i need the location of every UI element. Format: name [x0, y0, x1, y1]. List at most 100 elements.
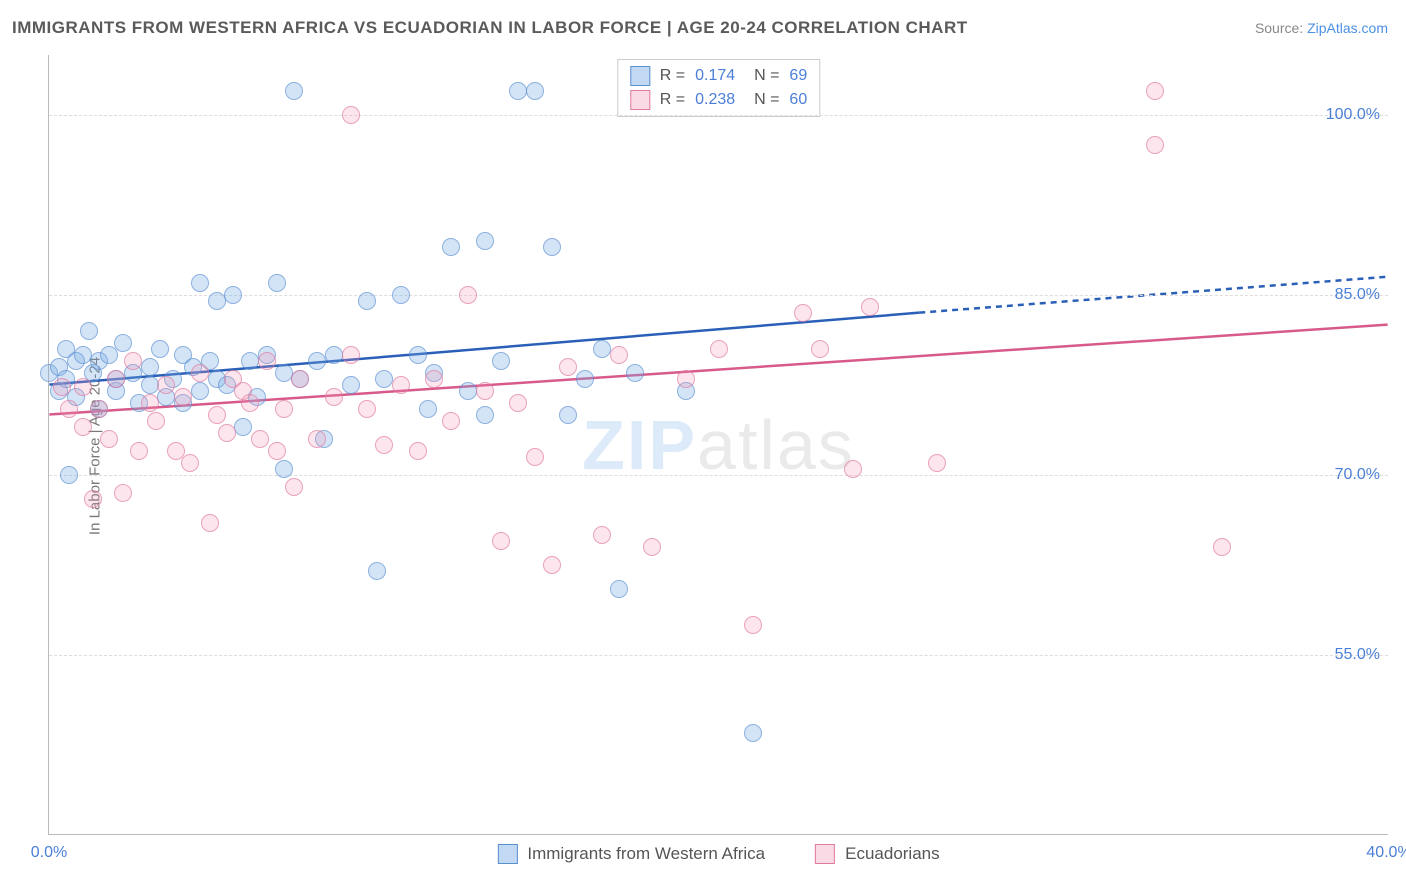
data-point: [593, 526, 611, 544]
data-point: [275, 364, 293, 382]
r-value: 0.174: [695, 67, 735, 85]
data-point: [147, 412, 165, 430]
data-point: [643, 538, 661, 556]
data-point: [844, 460, 862, 478]
correlation-chart: IMMIGRANTS FROM WESTERN AFRICA VS ECUADO…: [0, 0, 1406, 892]
data-point: [325, 388, 343, 406]
r-value: 0.238: [695, 91, 735, 109]
legend-label: Immigrants from Western Africa: [527, 844, 765, 864]
data-point: [375, 436, 393, 454]
data-point: [476, 232, 494, 250]
data-point: [626, 364, 644, 382]
data-point: [543, 556, 561, 574]
source-link[interactable]: ZipAtlas.com: [1307, 20, 1388, 36]
data-point: [141, 358, 159, 376]
data-point: [442, 412, 460, 430]
data-point: [181, 454, 199, 472]
data-point: [744, 724, 762, 742]
legend-stats-row: R = 0.238 N = 60: [630, 88, 807, 112]
gridline: [49, 475, 1388, 476]
data-point: [157, 376, 175, 394]
data-point: [191, 274, 209, 292]
data-point: [151, 340, 169, 358]
data-point: [234, 418, 252, 436]
xtick-label: 40.0%: [1366, 844, 1406, 862]
data-point: [60, 466, 78, 484]
data-point: [285, 478, 303, 496]
data-point: [593, 340, 611, 358]
data-point: [84, 490, 102, 508]
data-point: [124, 352, 142, 370]
n-value: 69: [789, 67, 807, 85]
data-point: [258, 352, 276, 370]
gridline: [49, 655, 1388, 656]
legend-swatch: [497, 844, 517, 864]
data-point: [409, 346, 427, 364]
data-point: [53, 378, 71, 396]
ytick-label: 70.0%: [1335, 466, 1380, 484]
data-point: [559, 358, 577, 376]
data-point: [710, 340, 728, 358]
data-point: [368, 562, 386, 580]
legend-stats: R = 0.174 N = 69R = 0.238 N = 60: [617, 59, 820, 117]
data-point: [74, 378, 92, 396]
data-point: [291, 370, 309, 388]
data-point: [107, 370, 125, 388]
data-point: [80, 322, 98, 340]
legend-label: Ecuadorians: [845, 844, 940, 864]
data-point: [268, 442, 286, 460]
data-point: [342, 106, 360, 124]
data-point: [492, 352, 510, 370]
data-point: [509, 394, 527, 412]
data-point: [576, 370, 594, 388]
data-point: [275, 400, 293, 418]
data-point: [610, 580, 628, 598]
ytick-label: 100.0%: [1326, 106, 1380, 124]
data-point: [358, 400, 376, 418]
data-point: [459, 382, 477, 400]
data-point: [559, 406, 577, 424]
data-point: [358, 292, 376, 310]
data-point: [241, 352, 259, 370]
legend-item: Ecuadorians: [815, 844, 940, 864]
chart-title: IMMIGRANTS FROM WESTERN AFRICA VS ECUADO…: [12, 18, 968, 38]
data-point: [476, 406, 494, 424]
data-point: [90, 400, 108, 418]
data-point: [60, 400, 78, 418]
xtick-label: 0.0%: [31, 844, 67, 862]
data-point: [811, 340, 829, 358]
n-value: 60: [789, 91, 807, 109]
data-point: [141, 394, 159, 412]
data-point: [794, 304, 812, 322]
data-point: [141, 376, 159, 394]
data-point: [342, 376, 360, 394]
data-point: [275, 460, 293, 478]
data-point: [425, 370, 443, 388]
data-point: [208, 292, 226, 310]
data-point: [268, 274, 286, 292]
data-point: [100, 430, 118, 448]
data-point: [526, 82, 544, 100]
data-point: [744, 616, 762, 634]
source-attribution: Source: ZipAtlas.com: [1255, 20, 1388, 36]
data-point: [224, 286, 242, 304]
data-point: [308, 430, 326, 448]
ytick-label: 85.0%: [1335, 286, 1380, 304]
legend-swatch: [630, 90, 650, 110]
data-point: [419, 400, 437, 418]
data-point: [174, 388, 192, 406]
data-point: [1146, 82, 1164, 100]
data-point: [928, 454, 946, 472]
data-point: [861, 298, 879, 316]
data-point: [409, 442, 427, 460]
legend-swatch: [630, 66, 650, 86]
legend-swatch: [815, 844, 835, 864]
data-point: [543, 238, 561, 256]
legend-item: Immigrants from Western Africa: [497, 844, 765, 864]
data-point: [1146, 136, 1164, 154]
data-point: [492, 532, 510, 550]
data-point: [442, 238, 460, 256]
data-point: [308, 352, 326, 370]
legend-stats-row: R = 0.174 N = 69: [630, 64, 807, 88]
data-point: [1213, 538, 1231, 556]
